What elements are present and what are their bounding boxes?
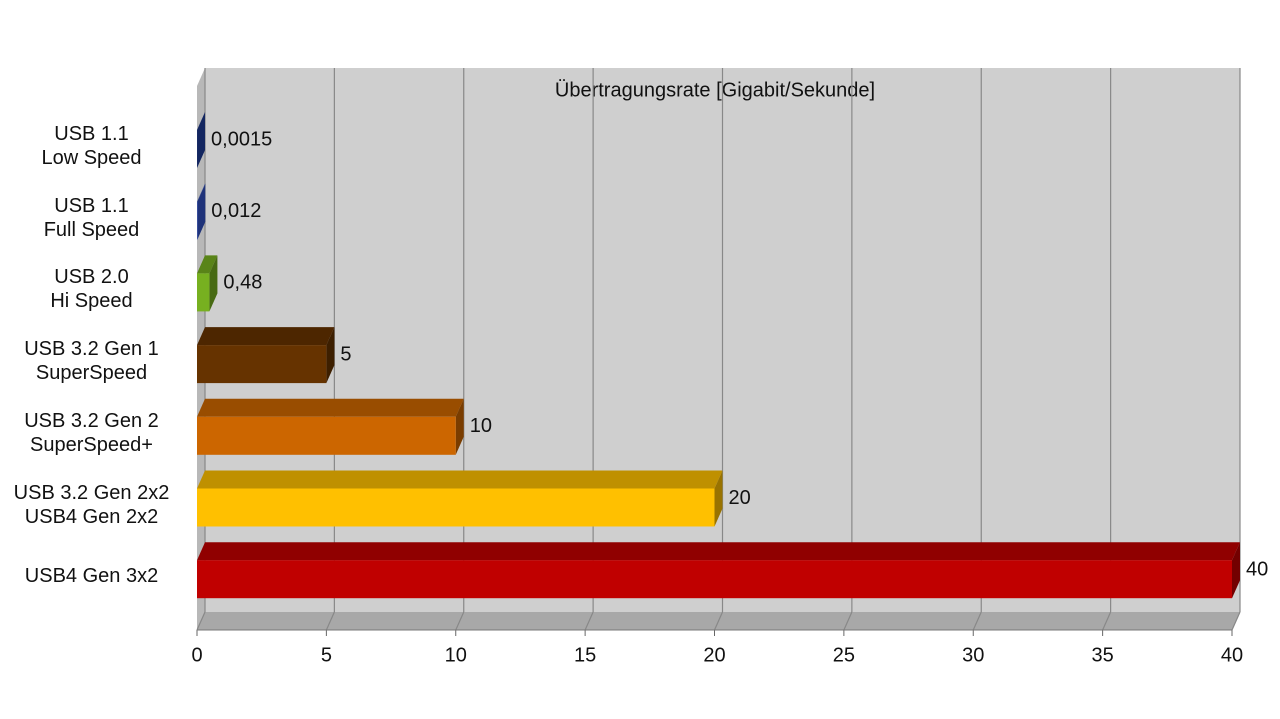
y-tick-label: USB 3.2 Gen 2 SuperSpeed+ (24, 409, 159, 456)
bar-top (197, 542, 1240, 561)
bar (197, 488, 715, 527)
bar-side (326, 327, 335, 384)
value-label: 0,0015 (211, 128, 272, 150)
bar-top (197, 398, 464, 417)
floor-grid-line (972, 611, 982, 631)
y-tick-label: USB4 Gen 3x2 (24, 565, 159, 588)
floor-grid-line (455, 611, 465, 631)
bar-top (197, 112, 206, 130)
bar-side (197, 112, 206, 168)
value-label: 5 (340, 343, 351, 365)
x-tick-label: 40 (1221, 644, 1243, 666)
floor-grid-line (843, 611, 853, 631)
value-label: 10 (470, 415, 492, 437)
y-tick-label: USB 3.2 Gen 1 SuperSpeed (24, 338, 159, 385)
value-label: 20 (729, 487, 751, 509)
bar (197, 273, 210, 312)
x-tick-label: 30 (962, 644, 984, 666)
bar-side (197, 183, 206, 240)
y-tick-label: USB 1.1 Full Speed (43, 194, 140, 241)
floor-grid-line (1102, 611, 1112, 631)
x-tick-label: 35 (1092, 644, 1114, 666)
bar (197, 560, 1232, 599)
floor-grid-line (196, 611, 206, 631)
bar-top (197, 470, 723, 489)
value-label: 0,48 (223, 272, 262, 294)
bar-side (209, 255, 218, 312)
bar (197, 416, 456, 455)
bar-side (1232, 542, 1240, 599)
value-label: 40 (1246, 558, 1268, 580)
x-tick-label: 5 (321, 644, 332, 666)
x-tick-label: 0 (191, 644, 202, 666)
bar-top (197, 183, 206, 202)
y-tick-label: USB 2.0 Hi Speed (50, 266, 133, 313)
floor-grid-line (325, 611, 335, 631)
y-tick-label: USB 1.1 Low Speed (41, 123, 142, 169)
floor-grid-line (713, 611, 724, 631)
bar-top (197, 327, 335, 346)
x-tick-label: 20 (703, 644, 725, 666)
x-tick-label: 10 (445, 644, 467, 666)
x-tick-label: 15 (574, 644, 596, 666)
floor-grid-line (1231, 611, 1241, 631)
y-tick-label: USB 3.2 Gen 2x2 USB4 Gen 2x2 (13, 481, 170, 528)
floor-grid-line (584, 611, 594, 631)
bar-side (455, 398, 464, 455)
x-tick-label: 25 (833, 644, 855, 666)
bar-top (197, 255, 218, 274)
bar-side (714, 470, 723, 527)
chart-title: Übertragungsrate [Gigabit/Sekunde] (555, 79, 875, 101)
bar (197, 345, 327, 384)
value-label: 0,012 (211, 200, 261, 222)
